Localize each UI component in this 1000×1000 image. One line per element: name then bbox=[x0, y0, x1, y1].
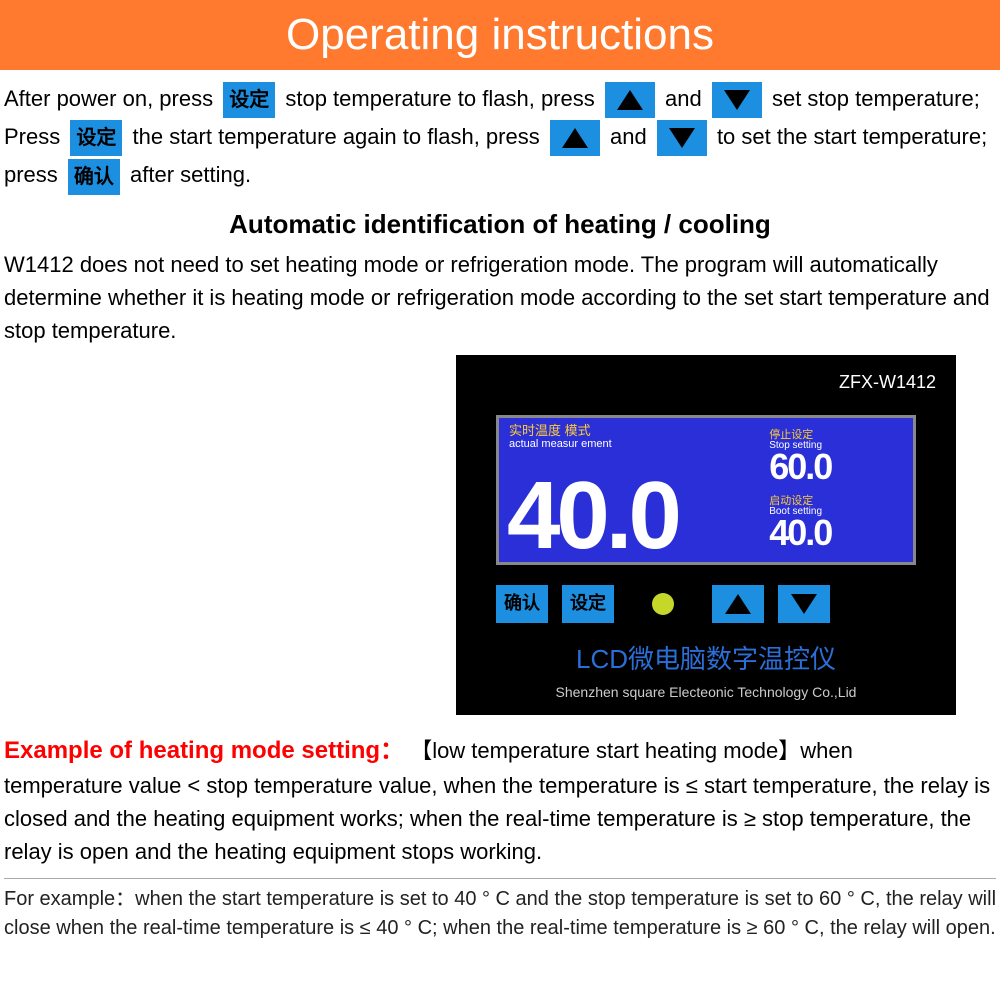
example-heading: Example of heating mode setting： bbox=[4, 737, 404, 764]
text: the start temperature again to flash, pr… bbox=[133, 124, 540, 149]
triangle-up-icon bbox=[617, 90, 643, 110]
triangle-up-icon bbox=[725, 594, 751, 614]
example-body: temperature value < stop temperature val… bbox=[4, 769, 996, 868]
triangle-down-icon bbox=[791, 594, 817, 614]
device-down-button[interactable] bbox=[778, 585, 830, 623]
lcd-boot-val: 40.0 bbox=[769, 517, 903, 549]
lcd-screen: 实时温度 模式 actual measur ement 40.0 停止设定 St… bbox=[496, 415, 916, 565]
lcd-right: 停止设定 Stop setting 60.0 启动设定 Boot setting… bbox=[763, 424, 903, 556]
text: After power on, press bbox=[4, 86, 213, 111]
lcd-stop-val: 60.0 bbox=[769, 451, 903, 483]
triangle-down-icon bbox=[669, 128, 695, 148]
text: and bbox=[665, 86, 702, 111]
text: stop temperature to flash, press bbox=[285, 86, 594, 111]
device-title-cn: LCD微电脑数字温控仪 bbox=[456, 640, 956, 679]
device-confirm-button[interactable]: 确认 bbox=[496, 585, 548, 623]
text: set stop temperature; bbox=[772, 86, 980, 111]
text: and bbox=[610, 124, 647, 149]
instruction-line-1: After power on, press 设定 stop temperatur… bbox=[4, 82, 996, 118]
device-set-button[interactable]: 设定 bbox=[562, 585, 614, 623]
divider bbox=[4, 878, 996, 879]
instruction-line-2: Press 设定 the start temperature again to … bbox=[4, 120, 996, 156]
up-arrow-button[interactable] bbox=[605, 82, 655, 118]
device-model-label: ZFX-W1412 bbox=[839, 369, 936, 396]
device-illustration-wrap: ZFX-W1412 实时温度 模式 actual measur ement 40… bbox=[4, 355, 996, 715]
text: after setting. bbox=[130, 162, 251, 187]
instruction-line-3: press 确认 after setting. bbox=[4, 158, 996, 194]
up-arrow-button[interactable] bbox=[550, 120, 600, 156]
lcd-stop-block: 停止设定 Stop setting 60.0 bbox=[769, 430, 903, 483]
triangle-down-icon bbox=[724, 90, 750, 110]
set-button[interactable]: 设定 bbox=[70, 120, 122, 156]
lcd-left: 实时温度 模式 actual measur ement 40.0 bbox=[509, 424, 763, 556]
triangle-up-icon bbox=[562, 128, 588, 148]
text: press bbox=[4, 162, 58, 187]
lcd-left-en: actual measur ement bbox=[509, 438, 763, 450]
lcd-main-value: 40.0 bbox=[507, 473, 678, 559]
auto-id-body: W1412 does not need to set heating mode … bbox=[4, 248, 996, 347]
auto-id-heading: Automatic identification of heating / co… bbox=[4, 205, 996, 244]
content-block: After power on, press 设定 stop temperatur… bbox=[0, 70, 1000, 943]
device-up-button[interactable] bbox=[712, 585, 764, 623]
lcd-left-cn: 实时温度 模式 bbox=[509, 424, 763, 438]
text: to set the start temperature; bbox=[717, 124, 987, 149]
text: Press bbox=[4, 124, 60, 149]
device-panel: ZFX-W1412 实时温度 模式 actual measur ement 40… bbox=[456, 355, 956, 715]
lcd-boot-block: 启动设定 Boot setting 40.0 bbox=[769, 496, 903, 549]
device-button-row: 确认 设定 bbox=[496, 585, 916, 623]
for-example-text: For example：when the start temperature i… bbox=[4, 885, 996, 943]
header-title: Operating instructions bbox=[286, 10, 714, 60]
down-arrow-button[interactable] bbox=[657, 120, 707, 156]
down-arrow-button[interactable] bbox=[712, 82, 762, 118]
device-subtitle: Shenzhen square Electeonic Technology Co… bbox=[456, 682, 956, 703]
set-button[interactable]: 设定 bbox=[223, 82, 275, 118]
example-tag: 【low temperature start heating mode】when bbox=[410, 738, 853, 763]
page-header: Operating instructions bbox=[0, 0, 1000, 70]
example-section: Example of heating mode setting： 【low te… bbox=[4, 733, 996, 868]
device-led-indicator bbox=[652, 593, 674, 615]
confirm-button[interactable]: 确认 bbox=[68, 159, 120, 195]
